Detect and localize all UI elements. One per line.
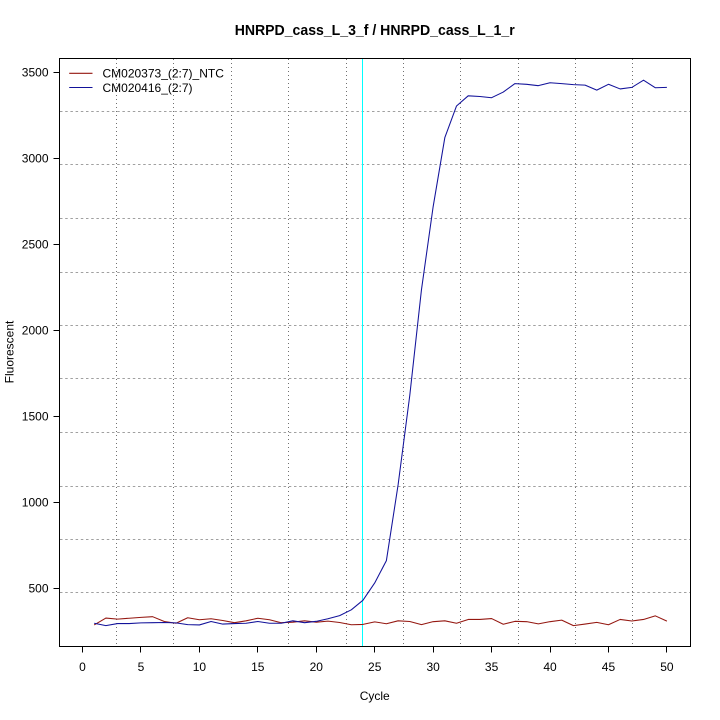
svg-text:45: 45 [602,660,616,674]
svg-text:500: 500 [28,581,48,595]
svg-text:Cycle: Cycle [360,689,390,703]
svg-text:Fluorescent: Fluorescent [3,320,17,383]
svg-text:HNRPD_cass_L_3_f / HNRPD_cass_: HNRPD_cass_L_3_f / HNRPD_cass_L_1_r [235,23,515,39]
svg-text:40: 40 [543,660,557,674]
svg-text:CM020373_(2:7)_NTC: CM020373_(2:7)_NTC [103,67,225,81]
svg-text:5: 5 [138,660,145,674]
svg-text:30: 30 [426,660,440,674]
svg-text:CM020416_(2:7): CM020416_(2:7) [103,81,193,95]
svg-text:3000: 3000 [22,152,49,166]
svg-text:1500: 1500 [22,409,49,423]
svg-text:10: 10 [193,660,207,674]
svg-text:50: 50 [660,660,674,674]
svg-text:20: 20 [310,660,324,674]
svg-text:2500: 2500 [22,238,49,252]
svg-text:1000: 1000 [22,495,49,509]
svg-text:2000: 2000 [22,324,49,338]
svg-text:0: 0 [79,660,86,674]
svg-text:35: 35 [485,660,499,674]
svg-text:15: 15 [251,660,265,674]
svg-text:25: 25 [368,660,382,674]
svg-text:3500: 3500 [22,66,49,80]
